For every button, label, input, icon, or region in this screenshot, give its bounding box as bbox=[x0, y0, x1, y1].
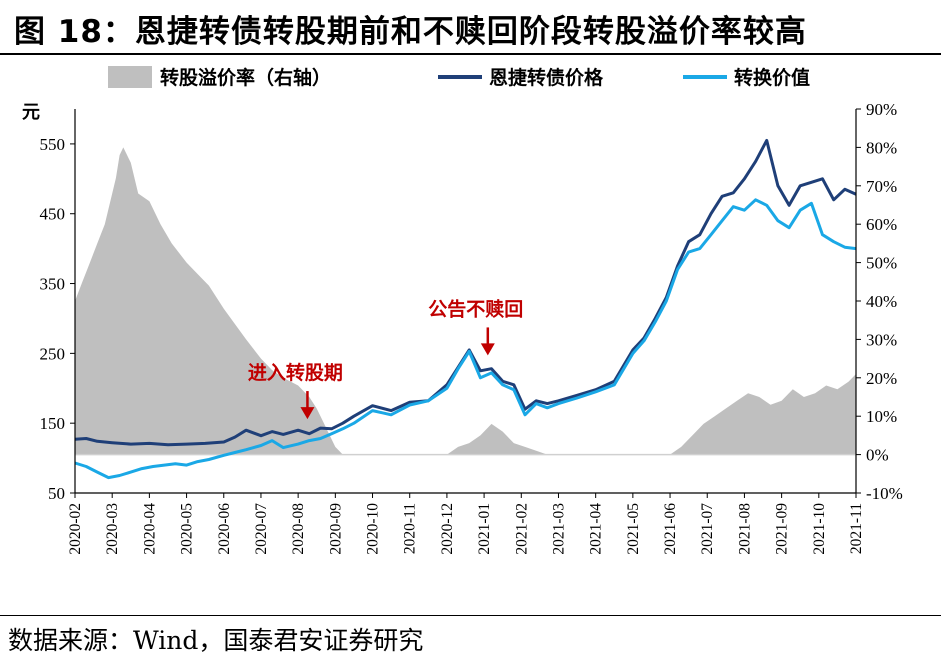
right-tick-label: 60% bbox=[866, 215, 897, 234]
legend-label-premium: 转股溢价率（右轴） bbox=[160, 66, 331, 89]
conversion-value-line bbox=[74, 198, 857, 480]
left-tick-label: 250 bbox=[40, 344, 66, 363]
figure-title: 图 18：恩捷转债转股期前和不赎回阶段转股溢价率较高 bbox=[14, 14, 807, 50]
axes: 50 150 250 350 450 550 -10% 0% 10% 20% 30% 40% 50% 60… bbox=[40, 100, 903, 555]
right-tick-label: 10% bbox=[866, 407, 897, 426]
right-tick-label: 70% bbox=[866, 177, 897, 196]
x-tick-label: 2021-04 bbox=[588, 503, 605, 555]
annotation-label: 进入转股期 bbox=[248, 361, 343, 384]
left-axis-unit: 元 bbox=[22, 102, 40, 123]
x-tick-label: 2021-05 bbox=[625, 503, 642, 555]
x-tick-label: 2020-05 bbox=[179, 503, 196, 555]
x-tick-label: 2021-09 bbox=[774, 503, 791, 555]
annotation-arrow-head bbox=[480, 343, 495, 356]
x-tick-label: 2020-11 bbox=[402, 503, 419, 554]
x-tick-label: 2020-07 bbox=[253, 503, 270, 555]
legend: 转股溢价率（右轴） 恩捷转债价格 转换价值 bbox=[108, 66, 810, 89]
left-tick-label: 550 bbox=[40, 135, 66, 154]
x-tick-label: 2021-07 bbox=[699, 503, 716, 555]
left-tick-label: 50 bbox=[48, 484, 65, 503]
right-tick-label: 30% bbox=[866, 330, 897, 349]
legend-swatch-premium bbox=[108, 66, 152, 88]
x-tick-label: 2021-10 bbox=[811, 503, 828, 555]
source-note: 数据来源：Wind，国泰君安证券研究 bbox=[8, 626, 424, 655]
x-tick-label: 2020-03 bbox=[104, 503, 121, 555]
right-tick-label: 50% bbox=[866, 254, 897, 273]
left-tick-label: 350 bbox=[40, 275, 66, 294]
x-tick-label: 2020-10 bbox=[365, 503, 382, 555]
right-tick-label: -10% bbox=[866, 484, 903, 503]
right-tick-label: 90% bbox=[866, 100, 897, 119]
x-tick-label: 2021-06 bbox=[662, 503, 679, 555]
x-tick-label: 2021-01 bbox=[476, 503, 493, 555]
bond-price-line bbox=[74, 138, 857, 447]
x-tick-label: 2020-02 bbox=[67, 503, 84, 555]
legend-label-conversion-value: 转换价值 bbox=[734, 66, 810, 89]
premium-area-layer bbox=[75, 147, 856, 455]
premium-area bbox=[75, 147, 856, 455]
x-tick-label: 2020-12 bbox=[439, 503, 456, 555]
legend-label-bond-price: 恩捷转债价格 bbox=[489, 66, 604, 89]
price-lines-layer bbox=[74, 138, 857, 480]
x-tick-label: 2020-09 bbox=[327, 503, 344, 555]
chart: 转股溢价率（右轴） 恩捷转债价格 转换价值 元 50 150 250 350 450 55… bbox=[22, 66, 903, 555]
right-tick-label: 40% bbox=[866, 292, 897, 311]
left-tick-label: 450 bbox=[40, 205, 66, 224]
x-tick-label: 2021-03 bbox=[551, 503, 568, 555]
x-tick-label: 2020-08 bbox=[290, 503, 307, 555]
footer-divider bbox=[0, 615, 941, 616]
annotations: 进入转股期 公告不赎回 bbox=[248, 297, 523, 420]
title-divider bbox=[0, 53, 941, 55]
right-tick-label: 80% bbox=[866, 138, 897, 157]
right-tick-label: 0% bbox=[866, 446, 889, 465]
annotation-arrow-head bbox=[300, 407, 315, 420]
x-tick-label: 2021-11 bbox=[848, 503, 865, 554]
right-tick-label: 20% bbox=[866, 369, 897, 388]
x-tick-label: 2021-02 bbox=[513, 503, 530, 555]
annotation-label: 公告不赎回 bbox=[428, 297, 523, 320]
left-tick-label: 150 bbox=[40, 414, 66, 433]
x-tick-label: 2021-08 bbox=[736, 503, 753, 555]
x-tick-label: 2020-06 bbox=[216, 503, 233, 555]
x-tick-label: 2020-04 bbox=[141, 503, 158, 555]
